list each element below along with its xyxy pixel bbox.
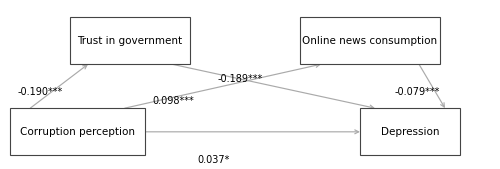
Text: Depression: Depression xyxy=(381,127,440,137)
FancyBboxPatch shape xyxy=(10,108,145,155)
FancyBboxPatch shape xyxy=(360,108,460,155)
Text: -0.079***: -0.079*** xyxy=(395,87,440,97)
Text: -0.190***: -0.190*** xyxy=(18,87,63,97)
Text: 0.098***: 0.098*** xyxy=(152,95,194,106)
Text: 0.037*: 0.037* xyxy=(198,155,230,165)
Text: Trust in government: Trust in government xyxy=(78,35,182,46)
Text: Online news consumption: Online news consumption xyxy=(302,35,438,46)
Text: -0.189***: -0.189*** xyxy=(218,74,263,84)
FancyBboxPatch shape xyxy=(70,17,190,64)
Text: Corruption perception: Corruption perception xyxy=(20,127,135,137)
FancyBboxPatch shape xyxy=(300,17,440,64)
